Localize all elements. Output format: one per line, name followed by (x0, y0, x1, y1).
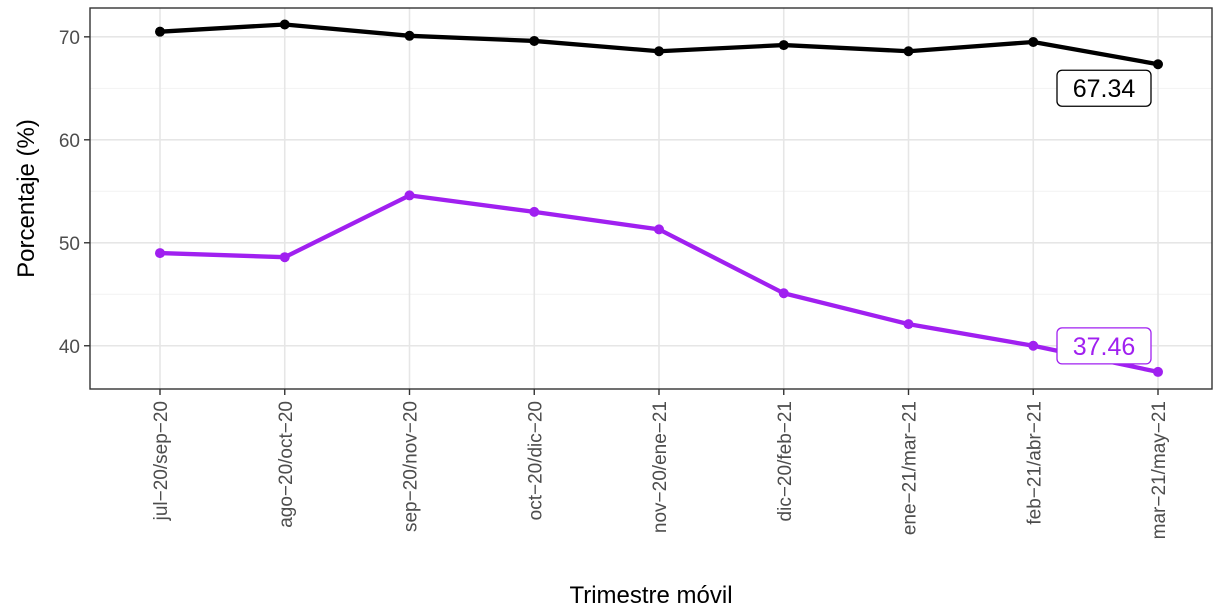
data-point (654, 46, 664, 57)
end-label-text: 37.46 (1073, 333, 1136, 361)
x-tick-label: jul−20/sep−20 (151, 401, 172, 521)
x-tick-label: ago−20/oct−20 (276, 401, 297, 528)
data-point (903, 319, 914, 330)
end-label-2: 37.46 (1056, 327, 1152, 365)
data-series (155, 19, 1163, 377)
data-point (778, 40, 789, 51)
y-tick-label: 50 (59, 234, 80, 255)
x-tick-label: dic−20/feb−21 (775, 401, 796, 521)
end-labels: 67.34 37.46 (1056, 69, 1152, 365)
plot-panel-border (89, 7, 1213, 390)
x-tick-label: oct−20/dic−20 (525, 401, 546, 520)
data-point (279, 19, 290, 30)
data-point (155, 26, 165, 37)
data-point (778, 288, 789, 299)
data-point (155, 248, 165, 259)
data-point (529, 35, 540, 46)
data-point (404, 190, 415, 201)
x-tick-label: ene−21/mar−21 (900, 401, 921, 535)
data-point (1028, 340, 1039, 351)
end-label-box (1056, 69, 1152, 107)
x-axis-title: Trimestre móvil (569, 582, 732, 609)
y-tick-label: 40 (59, 337, 80, 358)
data-point (1153, 366, 1163, 377)
x-tick-label: feb−21/abr−21 (1024, 401, 1045, 525)
end-label-box (1056, 327, 1152, 365)
data-point (1028, 36, 1039, 47)
data-point (279, 252, 290, 263)
y-tick-label: 70 (59, 28, 80, 49)
y-axis-title: Porcentaje (%) (13, 119, 40, 278)
end-label-text: 67.34 (1073, 75, 1136, 103)
x-tick-label: nov−20/ene−21 (650, 401, 671, 533)
data-point (529, 206, 540, 217)
x-tick-label: sep−20/nov−20 (401, 401, 422, 532)
data-point (654, 224, 664, 235)
y-tick-label: 60 (59, 131, 80, 152)
data-point (903, 46, 914, 57)
data-point (404, 30, 415, 41)
axes: 40 50 60 70 jul−20/sep−20 ago−20/oct−20 sep−20… (59, 28, 1170, 540)
end-label-1: 67.34 (1056, 69, 1152, 107)
data-point (1153, 59, 1163, 70)
x-tick-label: mar−21/may−21 (1149, 401, 1170, 539)
